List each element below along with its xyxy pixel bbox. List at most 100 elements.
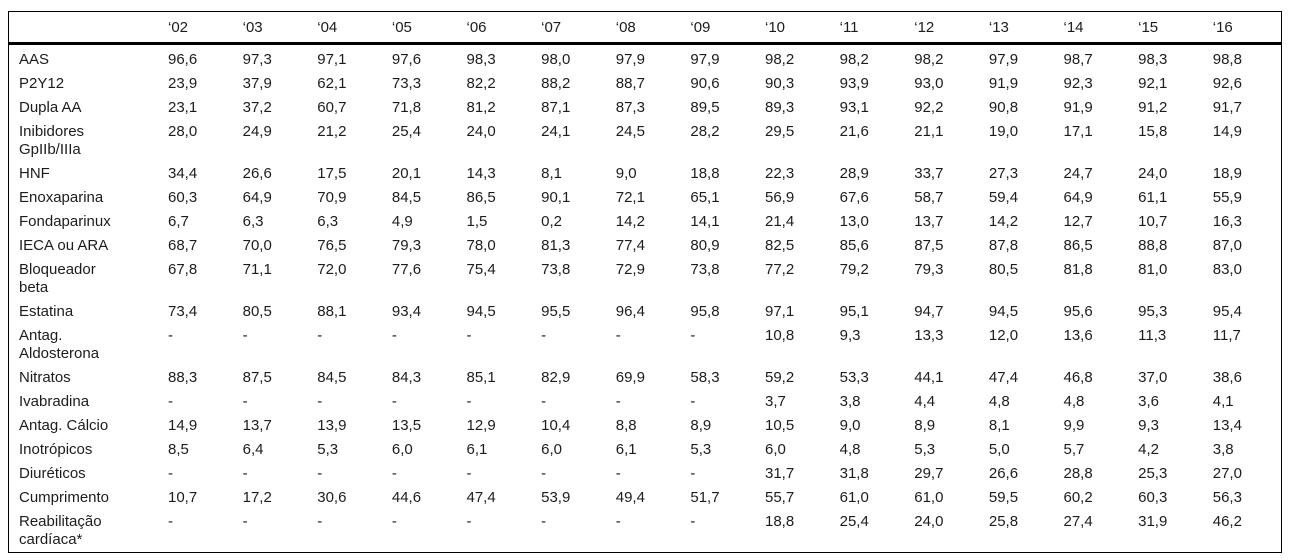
value-cell: 90,6 — [690, 75, 720, 92]
value-cell: 70,0 — [242, 237, 272, 254]
year-header-13: ‘14 — [1063, 19, 1084, 36]
table-row: Antag. Aldosterona - - - - - - - - 10,8 9,3 13,3 12,… — [9, 324, 1282, 366]
value-cell: 93,4 — [391, 303, 422, 320]
value-cell: 28,8 — [1063, 465, 1093, 482]
value-cell: 4,8 — [1063, 393, 1085, 410]
value-cell: 83,0 — [1212, 261, 1242, 278]
value-cell: 88,7 — [615, 75, 645, 92]
value-cell: 91,9 — [988, 75, 1019, 92]
value-cell: 75,4 — [466, 261, 496, 278]
value-cell: 9,0 — [839, 417, 861, 434]
value-cell: 61,0 — [839, 489, 869, 506]
value-cell: 38,6 — [1212, 369, 1242, 386]
value-cell: 84,3 — [391, 369, 422, 386]
value-cell: - — [168, 327, 173, 344]
value-cell: 86,5 — [1063, 237, 1093, 254]
value-cell: 91,2 — [1138, 99, 1168, 116]
value-cell: 46,2 — [1212, 513, 1242, 530]
value-cell: 18,8 — [690, 165, 720, 182]
value-cell: 34,4 — [168, 165, 198, 182]
value-cell: 27,4 — [1063, 513, 1093, 530]
value-cell: 49,4 — [615, 489, 645, 506]
value-cell: 88,2 — [541, 75, 571, 92]
value-cell: 85,1 — [466, 369, 496, 386]
medication-usage-table: ‘02 ‘03 ‘04 ‘05 ‘06 ‘07 ‘08 ‘09 ‘10 ‘11 ‘12 ‘13 ‘14 ‘… — [8, 11, 1282, 553]
year-header-14: ‘15 — [1138, 19, 1159, 36]
value-cell: 6,0 — [541, 441, 562, 458]
value-cell: 59,4 — [988, 189, 1019, 206]
year-header-12: ‘13 — [988, 19, 1009, 36]
value-cell: 17,5 — [317, 165, 347, 182]
value-cell: - — [391, 513, 397, 530]
year-header-1: ‘02 — [168, 19, 189, 36]
table-row: Cumprimento 10,7 17,2 30,6 44,6 47,4 53,9 49,4 5… — [9, 486, 1282, 510]
value-cell: 21,4 — [765, 213, 795, 230]
value-cell: 9,9 — [1063, 417, 1085, 434]
value-cell: 80,9 — [690, 237, 720, 254]
value-cell: 89,3 — [765, 99, 795, 116]
value-cell: 24,1 — [541, 123, 571, 140]
value-cell: 14,9 — [168, 417, 198, 434]
value-cell: 98,2 — [765, 51, 795, 68]
value-cell: 6,3 — [317, 213, 339, 230]
value-cell: 8,5 — [168, 441, 189, 458]
value-cell: 88,3 — [168, 369, 198, 386]
value-cell: 59,2 — [765, 369, 795, 386]
value-cell: 93,0 — [914, 75, 944, 92]
value-cell: 71,1 — [242, 261, 272, 278]
value-cell: 10,8 — [765, 327, 795, 344]
value-cell: 94,5 — [988, 303, 1019, 320]
value-cell: 87,0 — [1212, 237, 1242, 254]
value-cell: 82,9 — [541, 369, 571, 386]
value-cell: 14,1 — [690, 213, 720, 230]
value-cell: 5,0 — [988, 441, 1010, 458]
value-cell: 69,9 — [615, 369, 645, 386]
row-label: Bloqueador beta — [19, 261, 96, 296]
row-label: Diuréticos — [19, 465, 86, 482]
value-cell: 6,0 — [391, 441, 413, 458]
value-cell: 8,1 — [541, 165, 562, 182]
value-cell: 92,6 — [1212, 75, 1242, 92]
value-cell: 92,3 — [1063, 75, 1093, 92]
value-cell: 10,7 — [1138, 213, 1168, 230]
value-cell: 98,8 — [1212, 51, 1242, 68]
value-cell: 44,1 — [914, 369, 944, 386]
value-cell: 81,8 — [1063, 261, 1093, 278]
value-cell: 93,1 — [839, 99, 869, 116]
value-cell: 97,9 — [988, 51, 1019, 68]
value-cell: 84,5 — [391, 189, 422, 206]
value-cell: 37,0 — [1138, 369, 1168, 386]
value-cell: 28,2 — [690, 123, 720, 140]
value-cell: 96,4 — [615, 303, 645, 320]
value-cell: 68,7 — [168, 237, 198, 254]
table-row: Bloqueador beta 67,8 71,1 72,0 77,6 75,4 73,8 7… — [9, 258, 1282, 300]
value-cell: 92,2 — [914, 99, 944, 116]
value-cell: - — [541, 513, 547, 530]
value-cell: 14,3 — [466, 165, 496, 182]
value-cell: 65,1 — [690, 189, 720, 206]
row-label: IECA ou ARA — [19, 237, 109, 254]
value-cell: 55,9 — [1212, 189, 1242, 206]
value-cell: - — [242, 465, 248, 482]
value-cell: 62,1 — [317, 75, 347, 92]
value-cell: 21,6 — [839, 123, 869, 140]
value-cell: - — [242, 393, 248, 410]
value-cell: 24,7 — [1063, 165, 1093, 182]
value-cell: 60,3 — [168, 189, 198, 206]
value-cell: - — [690, 393, 696, 410]
value-cell: 86,5 — [466, 189, 496, 206]
value-cell: 97,9 — [615, 51, 645, 68]
value-cell: - — [466, 513, 472, 530]
value-cell: 3,6 — [1138, 393, 1159, 410]
value-cell: 17,1 — [1063, 123, 1093, 140]
table-row: Diuréticos - - - - - - - - 31,7 31,8 29,7 26,6 28,8 25… — [9, 462, 1282, 486]
row-label: Antag. Cálcio — [19, 417, 109, 434]
value-cell: 97,1 — [317, 51, 347, 68]
value-cell: 13,5 — [391, 417, 422, 434]
table-header: ‘02 ‘03 ‘04 ‘05 ‘06 ‘07 ‘08 ‘09 ‘10 ‘11 ‘12 ‘13 ‘14 ‘… — [8, 12, 1282, 44]
table-row: Reabilitação cardíaca* - - - - - - - - 18,8 25,4 24… — [9, 510, 1282, 553]
value-cell: 94,7 — [914, 303, 944, 320]
year-header-15: ‘16 — [1212, 19, 1233, 36]
value-cell: 95,8 — [690, 303, 720, 320]
value-cell: 13,4 — [1212, 417, 1242, 434]
